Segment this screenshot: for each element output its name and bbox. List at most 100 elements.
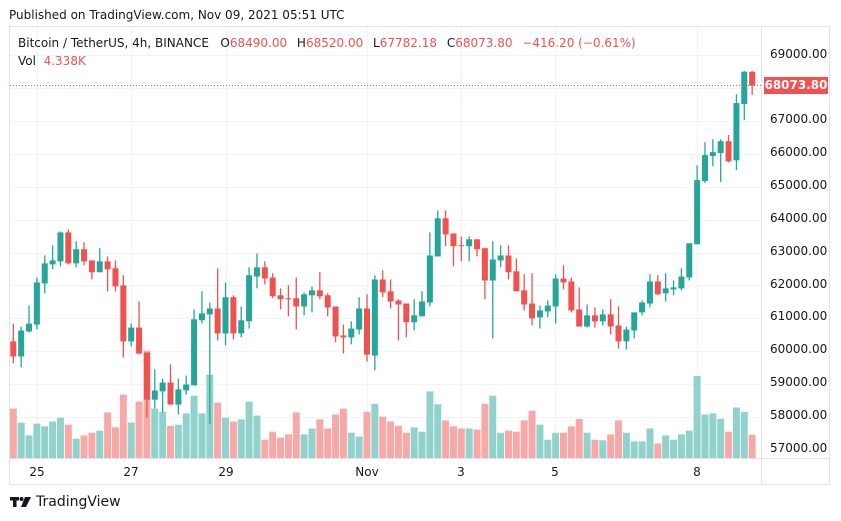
price-tick: 65000.00 (770, 178, 828, 192)
candle-body (151, 390, 158, 400)
candle-body (379, 279, 386, 293)
volume-bar (457, 428, 465, 458)
grid (10, 27, 761, 458)
published-caption: Published on TradingView.com, Nov 09, 20… (9, 8, 345, 22)
candle-body (411, 315, 418, 323)
time-tick: 3 (457, 465, 465, 479)
candle-body (481, 248, 488, 281)
price-tick: 58000.00 (770, 408, 828, 422)
volume-bar (387, 421, 395, 458)
volume-bar (717, 418, 725, 458)
candle-body (654, 281, 661, 295)
candle-body (505, 255, 512, 273)
volume-bar (151, 408, 159, 458)
candle-body (308, 290, 315, 296)
volume-bar (261, 439, 269, 458)
candle-body (387, 291, 394, 302)
candle-body (631, 312, 638, 331)
volume-bar (709, 413, 717, 458)
volume-bar (489, 395, 497, 458)
volume-bar (64, 424, 72, 458)
candle-body (584, 315, 591, 327)
volume-bar (583, 432, 591, 458)
candle-body (489, 259, 496, 281)
volume-bar (41, 426, 49, 458)
volume-bar (198, 413, 206, 458)
volume-bar (25, 435, 33, 458)
candle-body (49, 260, 56, 265)
price-tick: 67000.00 (770, 112, 828, 126)
volume-bar (748, 434, 756, 458)
candle-body (450, 233, 457, 247)
candle-body (253, 267, 260, 277)
price-tick: 66000.00 (770, 145, 828, 159)
volume-bar (434, 404, 442, 458)
volume-bar (497, 432, 505, 458)
candle-body (206, 308, 213, 315)
candle-body (474, 239, 481, 250)
volume-bar (701, 414, 709, 458)
chart-panel (9, 26, 830, 485)
candle-body (88, 260, 95, 273)
candle-body (293, 298, 300, 307)
time-tick: 5 (551, 465, 559, 479)
close-value: 68073.80 (455, 36, 513, 50)
volume-bar (544, 439, 552, 458)
volume-bar (182, 413, 190, 458)
candle-body (348, 328, 355, 338)
candle-body (167, 382, 174, 405)
price-tick: 62000.00 (770, 277, 828, 291)
volume-bar (481, 403, 489, 458)
candle-body (568, 281, 575, 311)
volume-bar (677, 434, 685, 458)
volume-bar (17, 422, 25, 458)
candle-body (175, 389, 182, 405)
volume-bar (504, 430, 512, 458)
candle-body (238, 320, 245, 334)
volume-bar (33, 423, 41, 458)
price-tick: 57000.00 (770, 441, 828, 455)
volume-bar (300, 434, 308, 458)
volume-bar (528, 410, 536, 458)
candle-body (717, 141, 724, 154)
candle-body (128, 327, 135, 342)
volume-bar (127, 422, 135, 458)
tradingview-logo-icon (10, 497, 31, 507)
candle-body (316, 290, 323, 297)
legend: Bitcoin / TetherUS, 4h, BINANCE O68490.0… (18, 34, 642, 70)
candle-body (364, 308, 370, 355)
volume-bar (638, 441, 646, 458)
candle-body (639, 302, 646, 313)
volume-bar (174, 424, 182, 458)
volume-bar (159, 411, 167, 458)
candle-body (230, 297, 237, 334)
volume-bar (9, 408, 17, 458)
volume-bar (520, 420, 528, 458)
volume-bar (355, 436, 363, 458)
volume-bar (96, 430, 104, 458)
open-value: 68490.00 (229, 36, 288, 50)
candle-body (159, 382, 166, 392)
candle-body (222, 297, 229, 334)
time-tick: 8 (693, 465, 701, 479)
volume-bar (512, 431, 520, 458)
time-tick: Nov (355, 465, 379, 479)
candle-body (198, 313, 205, 321)
close-label: C (446, 36, 456, 50)
candle-body (371, 279, 378, 356)
candle-body (466, 239, 473, 247)
candle-body (686, 243, 693, 278)
symbol-title[interactable]: Bitcoin / TetherUS, 4h, BINANCE (18, 36, 209, 50)
tradingview-logo[interactable]: TradingView (10, 494, 121, 510)
volume-bar (662, 435, 670, 458)
candle-body (607, 314, 614, 327)
volume-bar (104, 412, 112, 458)
volume-bar (599, 440, 607, 458)
price-tick: 60000.00 (770, 342, 828, 356)
candle-body (709, 152, 716, 157)
volume-bar (426, 391, 434, 458)
candle-body (426, 255, 433, 303)
candle-body (725, 141, 732, 162)
volume-bar (237, 419, 245, 458)
